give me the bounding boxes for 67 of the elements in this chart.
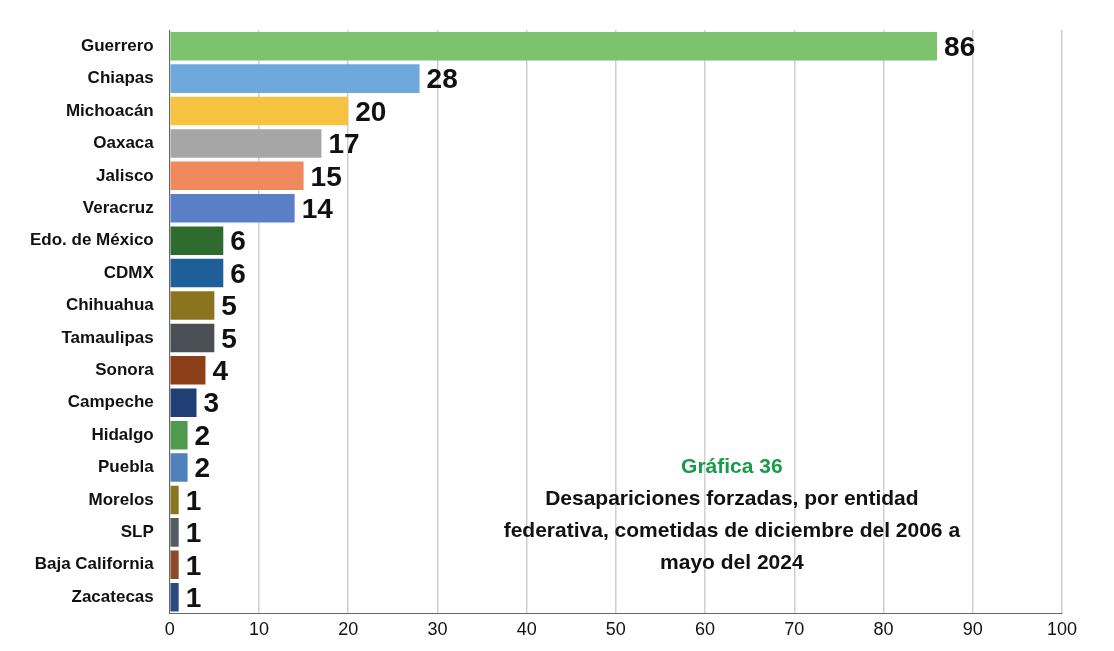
x-tick-label: 10 — [248, 619, 269, 640]
y-tick-label: Baja California — [34, 554, 155, 574]
data-label: 14 — [301, 192, 334, 224]
data-label: 5 — [221, 322, 237, 354]
bar — [170, 96, 349, 126]
bar — [170, 129, 322, 158]
y-tick-label: Jalisco — [96, 165, 154, 185]
data-label: 17 — [328, 128, 360, 160]
bar — [170, 226, 224, 255]
x-tick-label: 0 — [164, 619, 175, 640]
bar — [170, 453, 188, 482]
data-label: 20 — [355, 95, 387, 127]
x-tick-label: 50 — [605, 619, 626, 640]
bar — [170, 64, 420, 93]
y-tick-label: Hidalgo — [91, 424, 154, 444]
data-label: 1 — [185, 581, 202, 613]
bar — [170, 388, 197, 417]
x-tick-label: 20 — [338, 619, 359, 640]
y-tick-label: Edo. de México — [30, 230, 154, 250]
data-label: 15 — [310, 160, 342, 192]
bar — [170, 420, 188, 450]
data-label: 2 — [194, 419, 211, 451]
data-label: 1 — [185, 484, 202, 516]
y-tick-label: Chiapas — [87, 68, 154, 88]
bar — [170, 323, 215, 353]
y-tick-label: Campeche — [67, 392, 154, 412]
data-label: 86 — [944, 30, 976, 62]
data-label: 1 — [185, 517, 202, 549]
x-tick-label: 70 — [784, 619, 805, 640]
bar — [170, 258, 224, 288]
bar — [170, 194, 295, 223]
x-tick-label: 80 — [873, 619, 894, 640]
y-tick-label: Morelos — [88, 489, 154, 509]
data-label: 4 — [212, 355, 229, 387]
bar — [170, 550, 179, 580]
bar — [170, 161, 304, 191]
y-tick-label: Puebla — [98, 457, 155, 477]
y-tick-label: Chihuahua — [65, 295, 155, 315]
bar — [170, 518, 179, 547]
data-label: 6 — [230, 225, 246, 257]
y-tick-label: SLP — [120, 522, 154, 542]
data-label: 5 — [221, 290, 237, 322]
text: Gráfica 36 — [681, 454, 783, 478]
y-tick-label: Sonora — [95, 360, 155, 379]
bar — [170, 356, 206, 385]
y-tick-label: Zacatecas — [71, 586, 154, 606]
data-label: 6 — [230, 257, 246, 289]
data-label: 2 — [194, 452, 211, 484]
y-tick-label: Guerrero — [81, 35, 154, 55]
x-tick-label: 30 — [427, 619, 448, 640]
data-label: 3 — [203, 387, 220, 419]
bar — [170, 582, 179, 612]
x-tick-label: 90 — [962, 619, 983, 640]
y-tick-label: Oaxaca — [93, 133, 155, 153]
text: Desapariciones forzadas, por entidad federativa, cometidas de diciembre del 2006 a mayo del 2024 — [503, 486, 961, 574]
bar — [170, 31, 938, 61]
x-tick-label: 40 — [516, 619, 537, 640]
y-tick-label: Veracruz — [82, 197, 154, 217]
y-tick-label: CDMX — [103, 262, 155, 282]
data-label: 1 — [185, 549, 202, 581]
bar — [170, 291, 215, 320]
x-tick-label: 60 — [695, 619, 716, 640]
y-tick-label: Tamaulipas — [61, 327, 154, 347]
data-label: 28 — [426, 63, 458, 95]
y-tick-label: Michoacán — [65, 100, 154, 120]
x-tick-label: 100 — [1046, 619, 1078, 640]
bar — [170, 485, 179, 515]
